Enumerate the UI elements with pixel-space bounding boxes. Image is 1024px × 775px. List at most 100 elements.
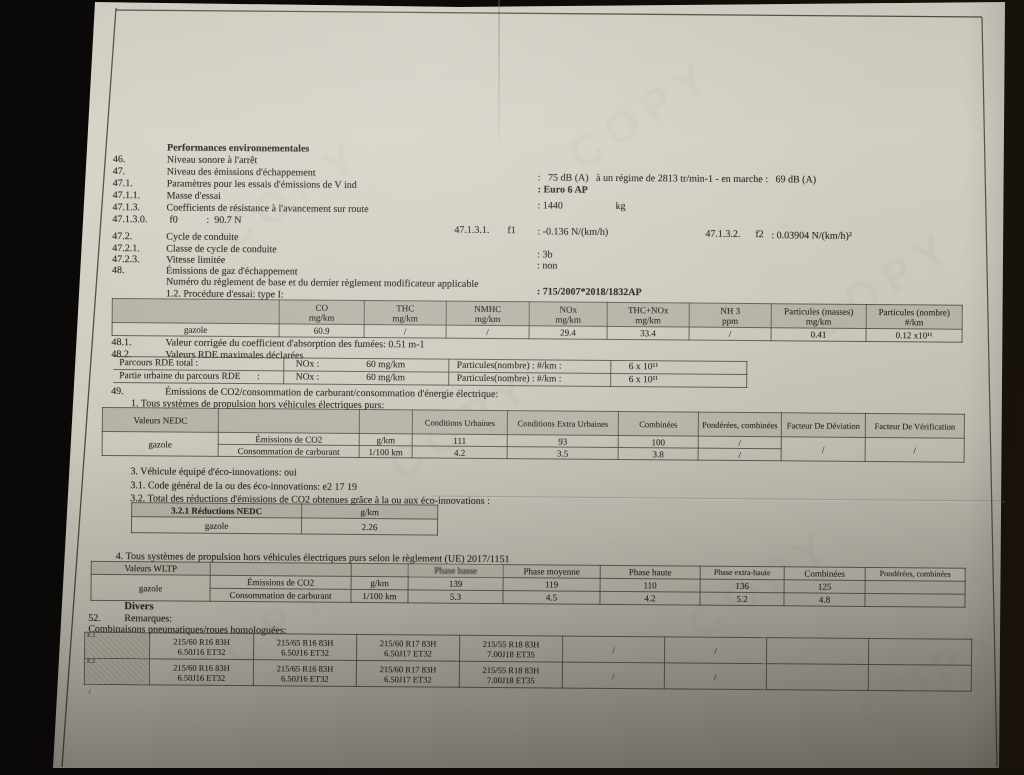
value-cell: /	[364, 325, 446, 339]
item-num: 48.1.	[111, 337, 131, 348]
stray-slash-mark: /	[89, 687, 91, 698]
item-label: Masse d'essai	[167, 190, 221, 201]
row-label-cell: gazole	[91, 574, 210, 601]
tire-cell	[766, 664, 868, 691]
row-label-cell: gazole	[131, 517, 301, 534]
value-cell: 93	[507, 435, 618, 448]
value-cell: 33.4	[607, 326, 689, 340]
rde-cell: 60 mg/km	[358, 371, 448, 385]
nedc-table: Valeurs NEDC Conditions Urbaines Conditi…	[102, 407, 965, 463]
value-cell: /	[446, 325, 529, 339]
item-num: 47.	[113, 166, 126, 177]
rde-table: Parcours RDE total : NOx : 60 mg/km Part…	[113, 356, 747, 388]
value-cell: 0.41	[771, 328, 866, 342]
tire-cell	[766, 638, 868, 665]
value-cell: 139	[408, 577, 503, 591]
header-cell: Valeurs NEDC	[102, 407, 218, 432]
metric-cell: Émissions de CO2	[210, 575, 351, 589]
item-value: : 0.03904 N/(km/h)²	[771, 230, 852, 242]
item-unit: kg	[616, 201, 626, 212]
item-num: 47.1.1.	[113, 190, 141, 201]
item-num: 48.	[112, 265, 125, 276]
item-value: : 90.7 N	[206, 215, 241, 226]
header-cell: g/km	[302, 504, 438, 519]
eco-data-row: gazole 2.26	[131, 517, 437, 535]
header-cell	[210, 562, 351, 576]
item-label: Coefficients de résistance à l'avancemen…	[167, 202, 369, 215]
item-label: f1	[507, 225, 515, 236]
header-cell: Phase haute	[600, 565, 700, 579]
value-cell	[865, 580, 965, 594]
header-cell: Combinées	[784, 567, 865, 581]
unit-cell: 1/100 km	[359, 445, 412, 457]
rde-cell: Parcours RDE total :	[113, 357, 283, 371]
header-cell: Facteur De Déviation	[781, 413, 865, 438]
item-num: 49.	[111, 386, 124, 397]
metric-cell: Consommation de carburant	[218, 444, 359, 457]
item-num: 47.1.3.1.	[454, 225, 489, 236]
value-cell: 29.4	[529, 326, 607, 340]
value-cell: 125	[784, 580, 865, 594]
value-cell: 100	[618, 436, 698, 449]
item-text: Remarques:	[124, 613, 172, 624]
item-num: 47.1.3.	[113, 202, 141, 213]
wltp-table: Valeurs WLTP Phase basse Phase moyenne P…	[90, 561, 965, 608]
header-cell: Particules (masses)mg/km	[771, 304, 866, 329]
item-num: 47.2.3.	[112, 254, 140, 265]
value-cell: /	[698, 436, 781, 449]
item-value: : -0.136 N/(km/h)	[537, 226, 608, 238]
tire-cell: /	[664, 663, 766, 690]
tire-cell: /	[562, 636, 664, 663]
header-cell	[359, 409, 412, 433]
value-cell: /	[689, 327, 771, 341]
header-cell	[218, 408, 359, 433]
item-label: Classe de cycle de conduite	[166, 243, 277, 255]
tire-row-label-cell: E.2	[84, 658, 149, 685]
header-cell: Valeurs WLTP	[91, 561, 210, 575]
metric-cell: Consommation de carburant	[210, 588, 351, 602]
header-cell: Pondérées, combinées	[865, 567, 965, 581]
regulation-value: : 715/2007*2018/1832AP	[537, 286, 642, 298]
header-cell: Phase basse	[408, 564, 503, 578]
header-cell: Combinées	[618, 412, 698, 437]
item-label: Paramètres pour les essais d'émissions d…	[167, 178, 357, 190]
value-cell: 3.5	[507, 447, 618, 460]
header-cell: Pondérées, combinées	[698, 412, 781, 437]
eco-line: 3.1. Code général de la ou des éco-innov…	[130, 480, 357, 493]
value-cell: 60.9	[279, 324, 364, 338]
value-cell: 3.8	[618, 448, 698, 461]
value-cell: 5.3	[408, 590, 503, 604]
item-num: 52.	[88, 613, 101, 624]
eco-line: 3. Véhicule équipé d'éco-innovations: ou…	[130, 466, 296, 478]
divers-title: Divers	[124, 601, 153, 612]
row-label-cell: gazole	[112, 323, 279, 337]
rde-cell: 60 mg/km	[358, 358, 448, 372]
header-cell: Conditions Urbaines	[412, 410, 507, 435]
value-cell: 0.12 x10¹¹	[866, 328, 962, 342]
tire-row-label-cell: E.1	[85, 632, 150, 659]
header-cell	[351, 563, 408, 576]
value-cell: 119	[503, 578, 600, 592]
unit-cell: g/km	[351, 576, 408, 589]
item-value: : Euro 6 AP	[538, 184, 588, 195]
value-cell: 136	[700, 579, 784, 593]
value-cell: 111	[412, 434, 507, 447]
item-num: 46.	[113, 154, 126, 165]
row-code: E.1	[87, 633, 95, 640]
row-code: E.2	[87, 659, 95, 666]
eco-reductions-table: 3.2.1 Réductions NEDC g/km gazole 2.26	[131, 502, 438, 535]
item-label: Niveau des émissions d'échappement	[167, 166, 316, 178]
header-cell: 3.2.1 Réductions NEDC	[132, 503, 302, 518]
